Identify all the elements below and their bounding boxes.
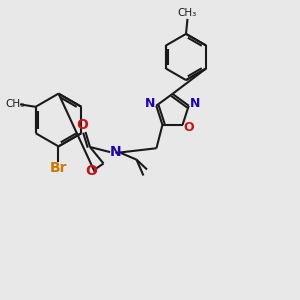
Text: O: O [85, 164, 98, 178]
Text: O: O [76, 118, 88, 132]
Text: N: N [110, 145, 121, 159]
Text: CH₃: CH₃ [5, 99, 24, 109]
Text: N: N [144, 98, 155, 110]
Text: Br: Br [50, 161, 68, 175]
Text: O: O [183, 121, 194, 134]
Text: CH₃: CH₃ [178, 8, 197, 19]
Text: N: N [190, 98, 201, 110]
